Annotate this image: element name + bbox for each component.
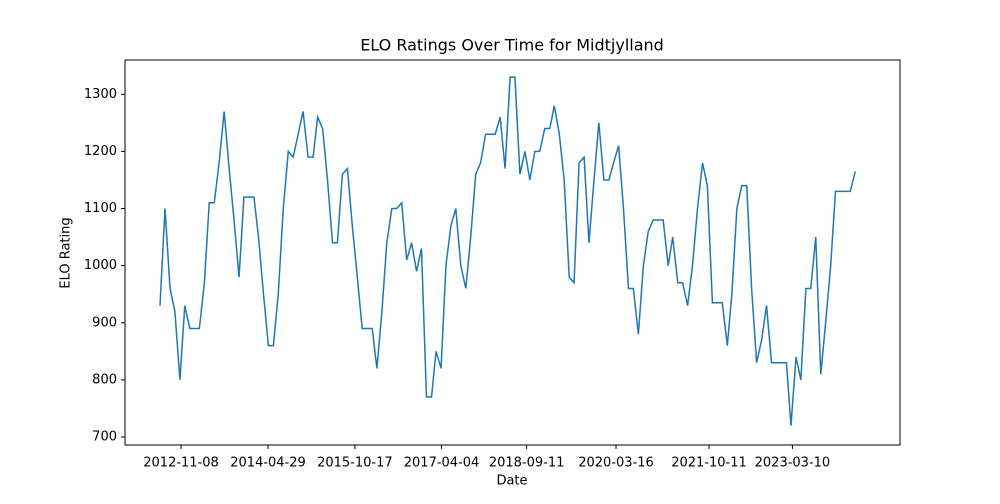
y-tick-label: 1300 [84, 87, 117, 102]
x-tick-label: 2018-09-11 [489, 456, 565, 471]
plot-frame [124, 59, 901, 446]
y-tick-label: 1100 [84, 201, 117, 216]
x-tick-label: 2021-10-11 [671, 456, 747, 471]
x-tick-label: 2017-04-04 [404, 456, 480, 471]
chart-title: ELO Ratings Over Time for Midtjylland [360, 36, 664, 55]
x-tick-label: 2012-11-08 [143, 456, 219, 471]
x-tick-label: 2023-03-10 [755, 456, 831, 471]
x-axis-label: Date [496, 474, 527, 489]
x-tick-label: 2014-04-29 [230, 456, 306, 471]
y-tick-label: 900 [92, 315, 117, 330]
x-tick-label: 2020-03-16 [578, 456, 654, 471]
y-tick-label: 700 [92, 430, 117, 445]
data-line [159, 76, 857, 426]
x-tick-label: 2015-10-17 [317, 456, 393, 471]
y-tick-label: 800 [92, 372, 117, 387]
y-axis-label: ELO Rating [59, 217, 74, 288]
y-tick-label: 1000 [84, 258, 117, 273]
y-tick-label: 1200 [84, 144, 117, 159]
